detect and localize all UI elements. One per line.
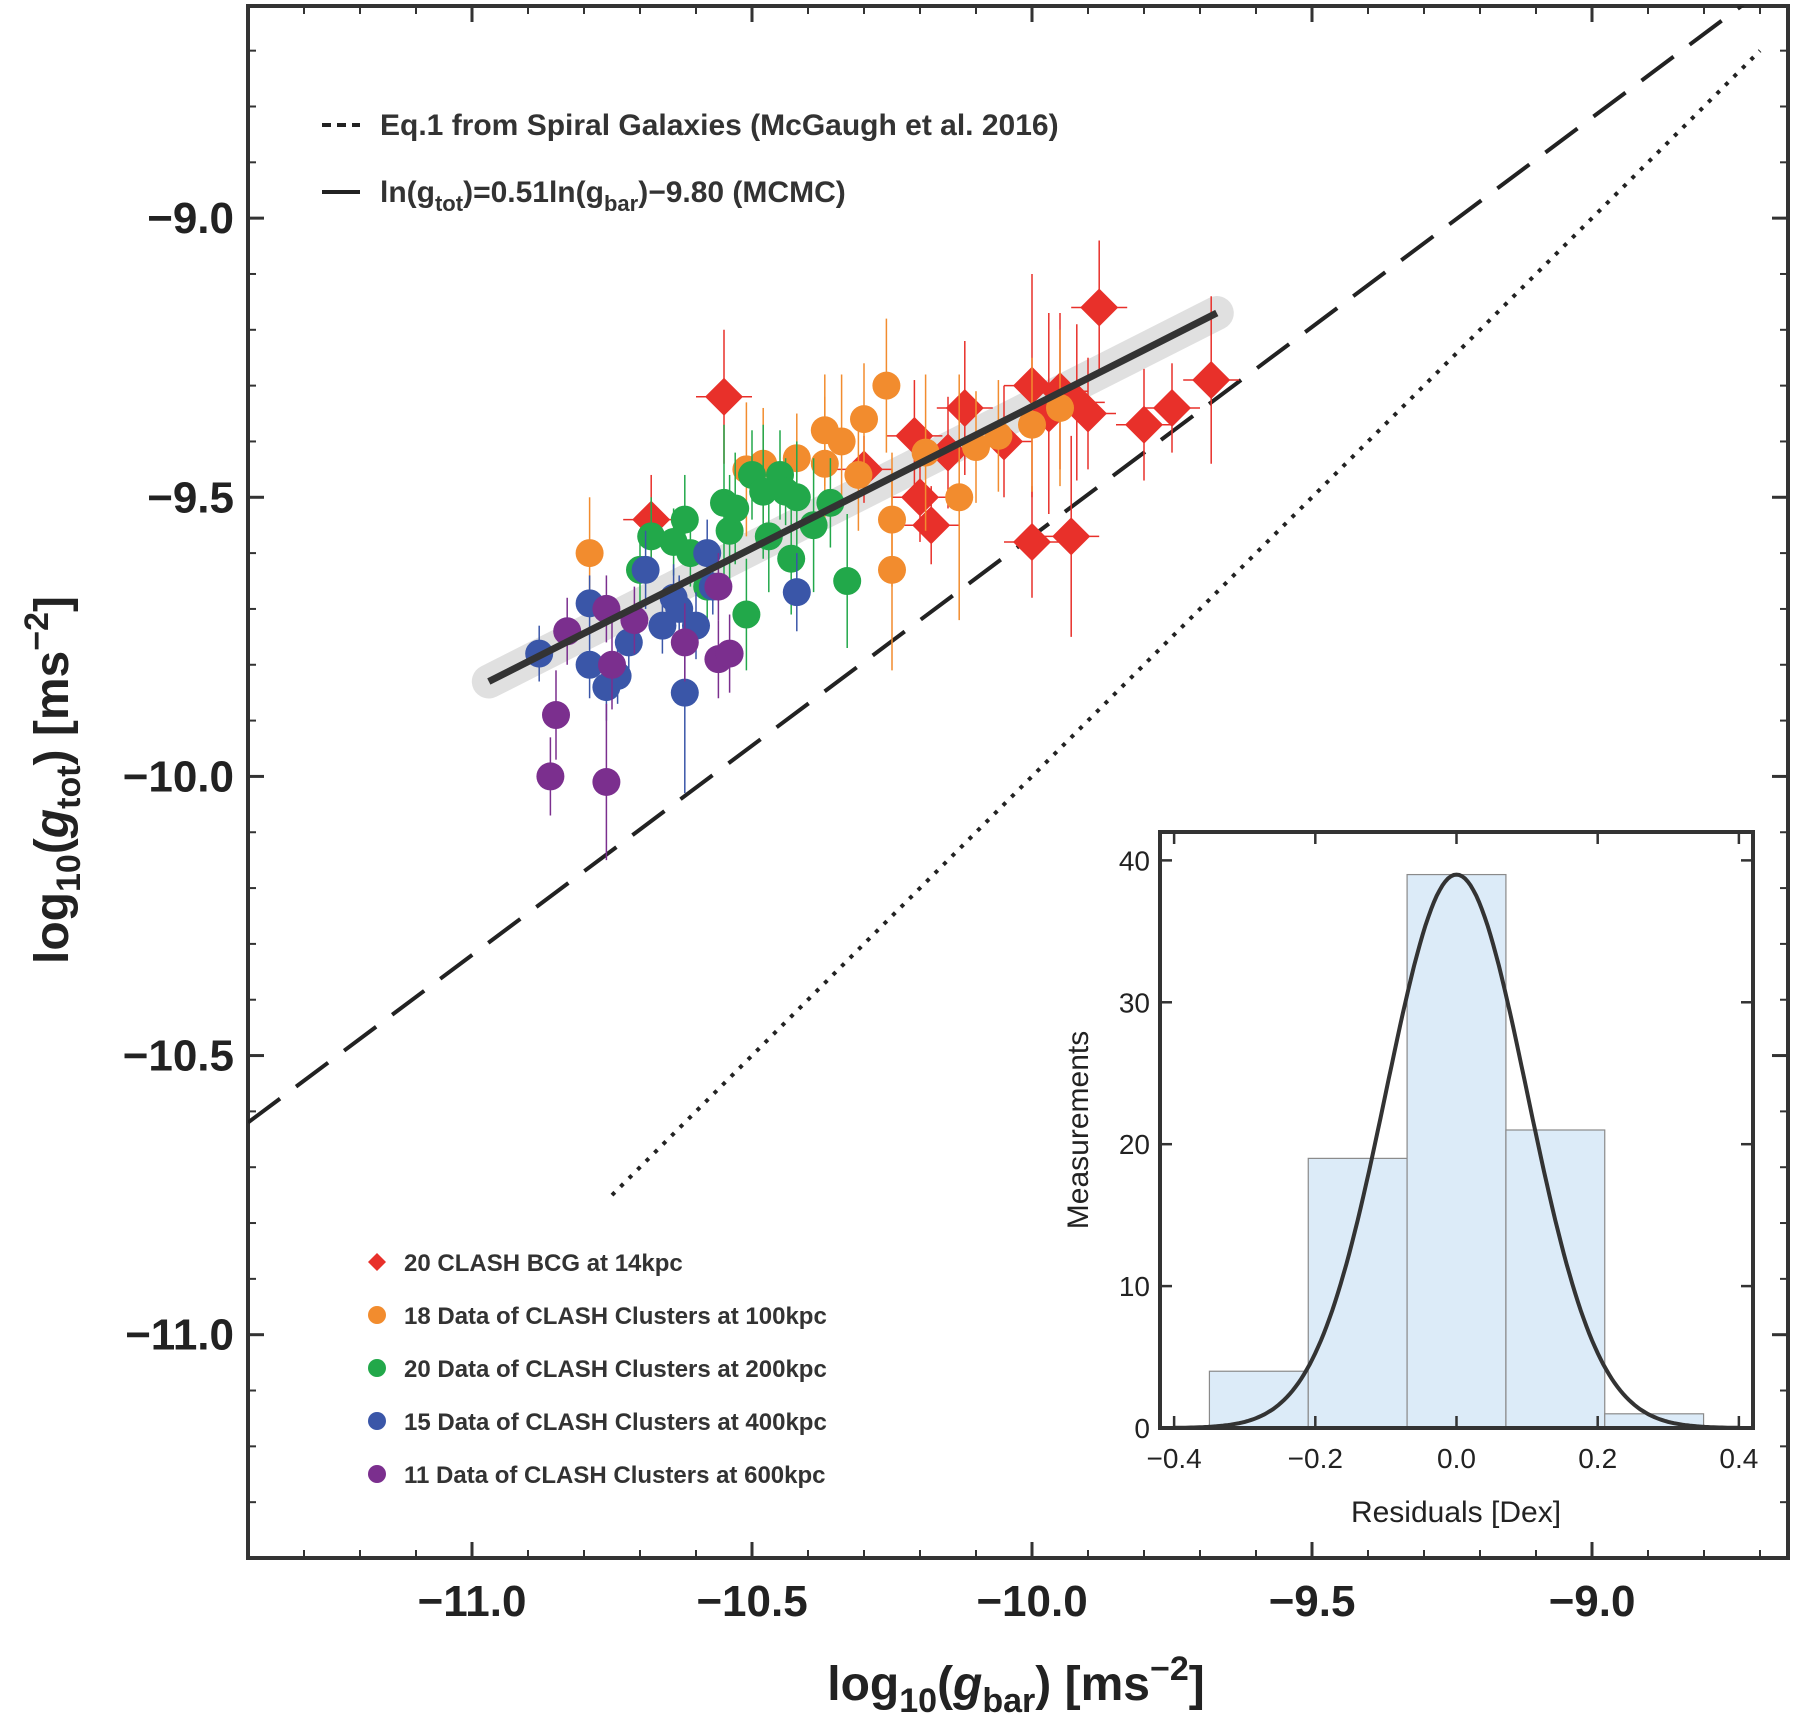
x-tick-label: −10.0	[976, 1577, 1087, 1626]
histogram-bar	[1307, 1157, 1408, 1429]
legend-dashed-label: Eq.1 from Spiral Galaxies (McGaugh et al…	[380, 109, 1059, 142]
data-point	[1018, 410, 1046, 439]
legend-marker	[368, 1465, 386, 1483]
y-tick-label: −11.0	[125, 1311, 234, 1360]
data-point	[878, 555, 906, 584]
y-tick-label: −10.5	[123, 1032, 234, 1081]
data-point	[732, 600, 761, 629]
data-point	[1125, 405, 1163, 444]
inset-ticks: −0.4 −0.2 0.0 0.2 0.4 0 10 20 30 40	[1119, 832, 1758, 1474]
inset-y-tick-label: 10	[1119, 1271, 1150, 1302]
inset-x-tick-label: −0.2	[1288, 1443, 1343, 1474]
data-point	[827, 427, 856, 456]
legend-label: 20 Data of CLASH Clusters at 200kpc	[404, 1356, 827, 1383]
inset-y-title: Measurements	[1062, 1031, 1095, 1229]
fit-line	[487, 309, 1219, 685]
inset-y-tick-label: 20	[1119, 1129, 1150, 1160]
data-point	[844, 460, 873, 489]
y-tick-labels: −11.0 −10.5 −10.0 −9.5 −9.0	[123, 194, 234, 1360]
inset-gaussian-curve	[1174, 872, 1739, 1430]
inset-histogram: −0.4 −0.2 0.0 0.2 0.4 0 10 20 30 40 Residuals [De…	[1062, 830, 1758, 1529]
data-point	[637, 522, 666, 551]
inset-x-tick-label: −0.4	[1146, 1443, 1201, 1474]
data-point	[670, 678, 699, 707]
histogram-bar	[1406, 873, 1507, 1429]
data-point	[659, 527, 688, 556]
inset-y-tick-label: 0	[1134, 1413, 1150, 1444]
x-axis-title: log10(gbar) [ms−2]	[827, 1650, 1204, 1720]
data-points	[525, 240, 1240, 861]
data-point	[1052, 517, 1091, 556]
histogram-bar	[1505, 1129, 1606, 1429]
data-point	[704, 572, 733, 601]
y-axis-title: log10(gtot) [ms−2]	[18, 596, 88, 964]
x-tick-label: −9.0	[1549, 1577, 1636, 1626]
data-point	[1046, 393, 1074, 422]
inset-y-tick-label: 30	[1119, 987, 1150, 1018]
data-point	[575, 650, 604, 679]
data-point	[1192, 361, 1231, 400]
legend-marker	[368, 1253, 386, 1271]
data-point	[592, 768, 621, 796]
y-tick-label: −10.0	[123, 752, 234, 801]
mcmc-fit-line	[487, 309, 1219, 685]
data-point	[670, 505, 699, 534]
data-point	[1069, 394, 1107, 433]
data-point	[782, 483, 811, 512]
y-tick-label: −9.0	[147, 194, 234, 243]
data-point	[850, 405, 878, 434]
inset-x-tick-label: 0.2	[1578, 1443, 1617, 1474]
data-point	[598, 650, 626, 679]
inset-x-tick-label: 0.4	[1719, 1443, 1758, 1474]
data-point	[705, 377, 743, 416]
legend-marker	[368, 1359, 386, 1377]
legend-label: 15 Data of CLASH Clusters at 400kpc	[404, 1409, 827, 1436]
data-point	[721, 494, 750, 523]
data-point	[1080, 288, 1119, 327]
main-plot	[248, 6, 1762, 1197]
x-tick-label: −9.5	[1269, 1577, 1356, 1626]
x-tick-label: −11.0	[418, 1577, 527, 1626]
data-point	[575, 539, 604, 568]
data-point	[536, 762, 565, 791]
data-point	[901, 478, 939, 517]
data-point	[614, 628, 643, 657]
data-point	[777, 544, 806, 573]
y-tick-label: −9.5	[147, 473, 234, 522]
top-legend: Eq.1 from Spiral Galaxies (McGaugh et al…	[322, 109, 1059, 216]
legend-label: 20 CLASH BCG at 14kpc	[404, 1250, 683, 1277]
axis-ticks	[248, 6, 1788, 1558]
data-point	[1013, 522, 1051, 561]
data-point	[542, 701, 570, 730]
data-point	[945, 388, 984, 427]
data-point	[1153, 388, 1191, 427]
x-tick-labels: −11.0 −10.5 −10.0 −9.5 −9.0	[418, 1577, 1636, 1626]
legend-marker	[368, 1306, 386, 1324]
data-point	[912, 506, 951, 545]
inset-x-title: Residuals [Dex]	[1351, 1496, 1561, 1529]
x-tick-label: −10.5	[696, 1577, 807, 1626]
data-point	[872, 371, 901, 400]
data-point	[693, 539, 722, 568]
data-point	[631, 555, 660, 584]
data-point	[945, 483, 974, 512]
data-point	[715, 516, 744, 545]
data-point	[833, 567, 862, 596]
data-point	[810, 449, 839, 478]
data-point	[782, 578, 811, 607]
legend-marker	[368, 1412, 386, 1430]
series-3	[525, 519, 811, 794]
data-point	[648, 611, 677, 640]
data-point	[670, 628, 699, 657]
legend-solid-label: ln(gtot)=0.51ln(gbar)−9.80 (MCMC)	[380, 176, 846, 216]
legend-label: 18 Data of CLASH Clusters at 100kpc	[404, 1303, 827, 1330]
inset-x-tick-label: 0.0	[1437, 1443, 1476, 1474]
legend-label: 11 Data of CLASH Clusters at 600kpc	[404, 1462, 826, 1489]
histogram-bar	[1208, 1370, 1309, 1429]
data-point	[715, 639, 744, 668]
inset-y-tick-label: 40	[1119, 845, 1150, 876]
series-legend: 20 CLASH BCG at 14kpc 18 Data of CLASH Cl…	[368, 1250, 827, 1489]
